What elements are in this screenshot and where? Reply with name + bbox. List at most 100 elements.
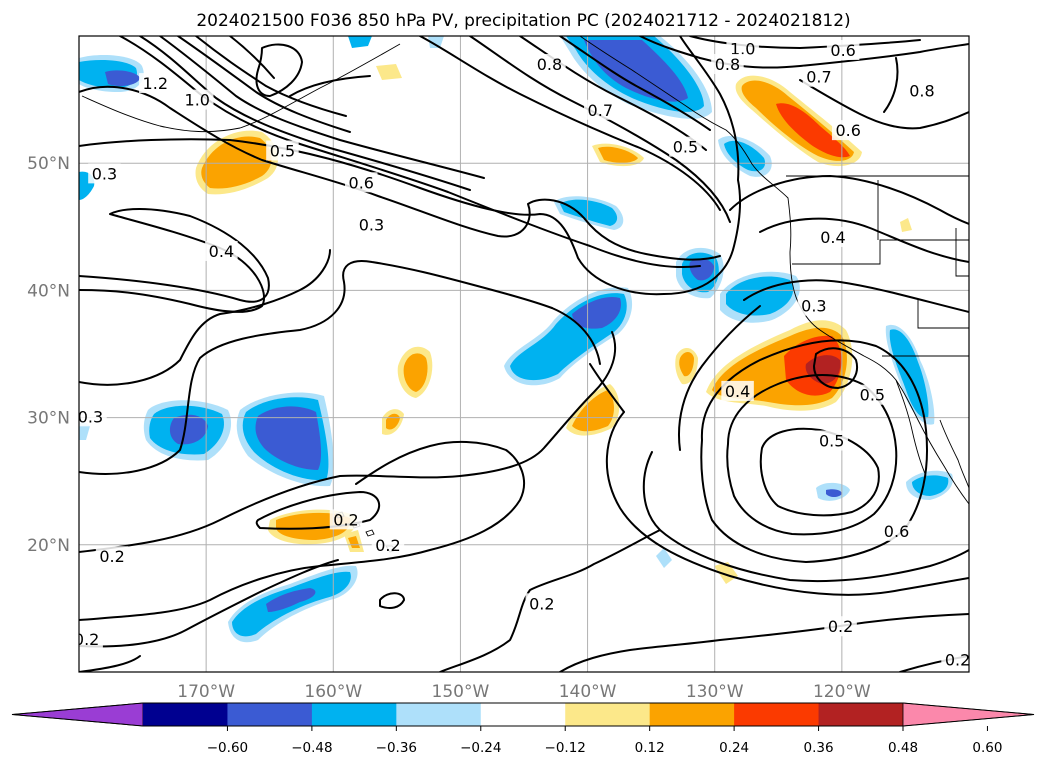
precip-region	[255, 406, 322, 470]
contour-label: 0.6	[830, 41, 855, 60]
x-tick-label: 120°W	[813, 682, 871, 702]
pv-contour	[799, 79, 969, 130]
pv-contour	[642, 451, 969, 583]
contour-label-bg	[79, 406, 107, 427]
contour-label-bg	[525, 593, 559, 614]
colorbar-tick-label: 0.24	[719, 740, 749, 756]
pv-contour	[79, 331, 617, 553]
pv-contour	[177, 36, 351, 133]
pv-contour	[469, 36, 731, 223]
contour-label-bg	[797, 295, 831, 316]
colorbar-tick-label: −0.12	[545, 740, 586, 756]
precip-region	[900, 218, 912, 232]
pv-contour	[551, 307, 601, 365]
colorbar-segment	[649, 703, 735, 726]
pv-contour	[759, 217, 969, 263]
y-tick-label: 20°N	[27, 536, 70, 556]
colorbar-segment	[818, 703, 904, 726]
pv-contour	[159, 36, 485, 179]
colorbar-segment	[311, 703, 397, 726]
pv-contour	[726, 374, 898, 536]
pv-contours	[79, 36, 969, 672]
pv-contour	[79, 85, 721, 261]
colorbar-tick-label: −0.36	[376, 740, 417, 756]
precip-region	[169, 414, 208, 445]
precip-region	[776, 103, 850, 158]
contour-label: 0.7	[806, 68, 831, 87]
colorbar-segment	[734, 703, 820, 726]
contour-label-bg	[831, 120, 865, 141]
contour-label: 0.3	[801, 297, 826, 316]
pv-contour	[559, 613, 969, 672]
contour-label-bg	[79, 628, 103, 649]
colorbar-segment	[396, 703, 482, 726]
pv-contour	[689, 36, 921, 49]
colorbar-tick-label: 0.60	[972, 740, 1002, 756]
pv-contour	[678, 305, 761, 451]
plot-area: 1.21.00.50.3 0.60.30.40.80.71.00.80.60.70…	[78, 35, 970, 673]
pv-contour	[79, 249, 331, 386]
contour-labels: 1.21.00.50.3 0.60.30.40.80.71.00.80.60.70…	[79, 38, 969, 670]
colorbar-tick-label: −0.60	[207, 740, 248, 756]
precip-region	[348, 36, 372, 48]
precip-region	[689, 258, 714, 281]
colorbar-segment	[480, 703, 566, 726]
pv-contour	[229, 36, 275, 79]
pv-contour	[419, 36, 721, 211]
precip-region	[560, 199, 618, 226]
contour-label-bg	[584, 99, 617, 120]
contour-label-bg	[355, 214, 388, 235]
contour-label-bg	[371, 534, 405, 555]
pv-contour	[79, 655, 141, 672]
contour-label-bg	[266, 140, 299, 161]
contour-label-bg	[826, 39, 860, 60]
contour-label-bg	[816, 226, 850, 247]
contour-label-bg	[345, 172, 378, 193]
contour-label: 0.3	[359, 215, 384, 234]
contour-label: 0.8	[537, 55, 562, 74]
contour-label: 1.0	[185, 91, 210, 110]
pv-contour	[79, 559, 339, 648]
precip-region	[572, 390, 614, 432]
pv-contour	[639, 36, 969, 69]
colorbar-outline	[11, 702, 1035, 727]
contour-label: 0.4	[820, 228, 845, 247]
pv-contour	[743, 279, 969, 313]
precip-region	[584, 40, 688, 102]
contour-label: 0.5	[860, 386, 885, 405]
contour-label-bg	[815, 430, 848, 451]
contour-label-bg	[856, 384, 889, 405]
colorbar-tick-label: 0.48	[888, 740, 918, 756]
contour-label-bg	[139, 73, 172, 94]
contour-label-bg	[205, 240, 238, 261]
contour-label: 0.4	[725, 382, 750, 401]
precip-region	[105, 70, 140, 86]
pv-contour	[379, 592, 405, 609]
y-tick-label: 30°N	[27, 409, 70, 429]
precip-region	[428, 36, 444, 48]
contour-label-bg	[669, 136, 702, 157]
contour-label-bg	[95, 546, 129, 567]
precip-region	[679, 352, 694, 377]
precip-region	[826, 489, 842, 497]
pv-contour	[139, 36, 471, 191]
y-axis: 20°N 30°N 40°N 50°N	[27, 154, 70, 556]
x-tick-label: 170°W	[177, 682, 235, 702]
pv-contour	[79, 208, 270, 313]
pv-contour	[289, 75, 371, 97]
contour-label: 1.2	[143, 74, 168, 93]
pv-contour	[589, 363, 625, 413]
contour-label-bg	[533, 53, 566, 74]
colorbar-segment	[565, 703, 651, 726]
colorbar-extend-low	[11, 702, 144, 727]
colorbar: −0.60 −0.48 −0.36 −0.24 −0.12 0.12 0.24 0.36 0.4…	[11, 702, 1035, 756]
precip-region	[656, 548, 672, 568]
contour-label-bg	[880, 520, 913, 541]
precip-region	[403, 353, 428, 392]
pv-contour	[883, 57, 899, 113]
contour-label-bg	[180, 89, 214, 110]
contour-label: 0.5	[819, 431, 844, 450]
colorbar-tick-label: −0.24	[460, 740, 501, 756]
contour-label: 0.6	[349, 173, 374, 192]
